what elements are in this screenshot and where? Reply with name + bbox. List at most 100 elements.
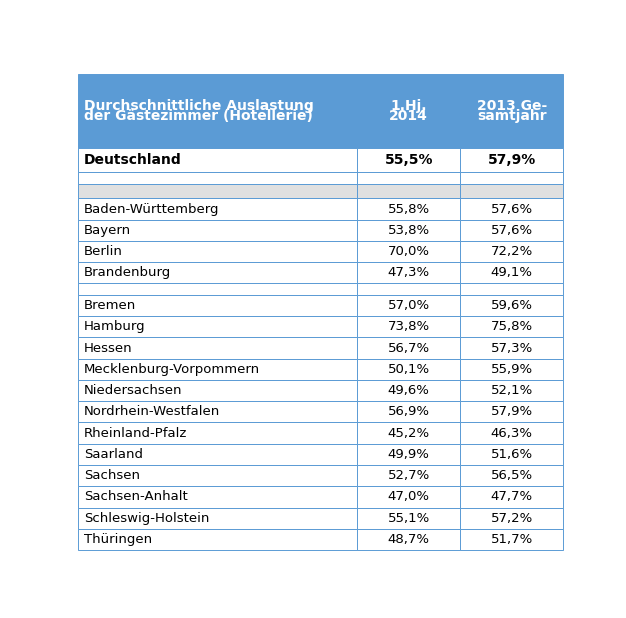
Text: 57,9%: 57,9%: [491, 405, 533, 418]
Text: 57,6%: 57,6%: [491, 203, 533, 216]
Bar: [357, 358, 460, 380]
Bar: [460, 486, 563, 507]
Bar: [357, 401, 460, 423]
Text: Hessen: Hessen: [84, 342, 132, 355]
Text: Hamburg: Hamburg: [84, 320, 145, 333]
Bar: [460, 465, 563, 486]
Bar: [357, 507, 460, 529]
Text: Brandenburg: Brandenburg: [84, 266, 171, 279]
Text: Saarland: Saarland: [84, 448, 143, 461]
Bar: [460, 358, 563, 380]
Bar: [78, 74, 357, 148]
Bar: [78, 295, 357, 316]
Bar: [78, 465, 357, 486]
Text: 45,2%: 45,2%: [387, 426, 430, 439]
Bar: [357, 529, 460, 550]
Bar: [78, 284, 357, 295]
Bar: [78, 401, 357, 423]
Bar: [460, 74, 563, 148]
Text: Thüringen: Thüringen: [84, 533, 151, 546]
Text: 49,9%: 49,9%: [388, 448, 429, 461]
Text: 56,9%: 56,9%: [387, 405, 430, 418]
Bar: [460, 507, 563, 529]
Text: 49,1%: 49,1%: [491, 266, 533, 279]
Text: 56,7%: 56,7%: [387, 342, 430, 355]
Bar: [357, 184, 460, 198]
Text: 46,3%: 46,3%: [491, 426, 533, 439]
Text: der Gästezimmer (Hotellerie): der Gästezimmer (Hotellerie): [84, 109, 313, 123]
Text: Baden-Württemberg: Baden-Württemberg: [84, 203, 219, 216]
Bar: [357, 219, 460, 241]
Bar: [78, 316, 357, 337]
Text: 73,8%: 73,8%: [387, 320, 430, 333]
Text: Mecklenburg-Vorpommern: Mecklenburg-Vorpommern: [84, 363, 260, 376]
Bar: [78, 172, 357, 184]
Bar: [460, 316, 563, 337]
Bar: [357, 380, 460, 401]
Bar: [78, 423, 357, 444]
Bar: [78, 262, 357, 284]
Text: 59,6%: 59,6%: [491, 299, 533, 312]
Bar: [357, 198, 460, 219]
Bar: [460, 444, 563, 465]
Bar: [357, 262, 460, 284]
Text: 2014: 2014: [389, 109, 428, 123]
Bar: [357, 241, 460, 262]
Text: 52,7%: 52,7%: [387, 469, 430, 482]
Bar: [460, 380, 563, 401]
Bar: [460, 219, 563, 241]
Bar: [460, 262, 563, 284]
Bar: [78, 219, 357, 241]
Text: 57,0%: 57,0%: [387, 299, 430, 312]
Bar: [460, 172, 563, 184]
Bar: [460, 241, 563, 262]
Bar: [460, 337, 563, 358]
Bar: [460, 529, 563, 550]
Text: 70,0%: 70,0%: [387, 245, 430, 258]
Text: Berlin: Berlin: [84, 245, 123, 258]
Text: 72,2%: 72,2%: [491, 245, 533, 258]
Text: 55,5%: 55,5%: [384, 153, 433, 167]
Text: 49,6%: 49,6%: [388, 384, 429, 397]
Bar: [460, 295, 563, 316]
Text: 48,7%: 48,7%: [387, 533, 430, 546]
Text: 51,7%: 51,7%: [491, 533, 533, 546]
Text: Schleswig-Holstein: Schleswig-Holstein: [84, 512, 209, 525]
Text: Niedersachsen: Niedersachsen: [84, 384, 182, 397]
Text: samtjahr: samtjahr: [477, 109, 546, 123]
Text: 75,8%: 75,8%: [491, 320, 533, 333]
Bar: [78, 198, 357, 219]
Bar: [357, 295, 460, 316]
Text: 52,1%: 52,1%: [491, 384, 533, 397]
Text: 55,9%: 55,9%: [491, 363, 533, 376]
Bar: [460, 184, 563, 198]
Bar: [357, 74, 460, 148]
Bar: [357, 316, 460, 337]
Bar: [357, 486, 460, 507]
Bar: [460, 423, 563, 444]
Text: 56,5%: 56,5%: [491, 469, 533, 482]
Bar: [78, 148, 357, 172]
Bar: [357, 444, 460, 465]
Text: 1.Hj.: 1.Hj.: [391, 99, 427, 113]
Bar: [460, 284, 563, 295]
Text: 51,6%: 51,6%: [491, 448, 533, 461]
Bar: [460, 148, 563, 172]
Text: 55,8%: 55,8%: [387, 203, 430, 216]
Text: 57,3%: 57,3%: [491, 342, 533, 355]
Bar: [357, 423, 460, 444]
Text: 57,6%: 57,6%: [491, 224, 533, 237]
Bar: [357, 148, 460, 172]
Bar: [357, 172, 460, 184]
Bar: [78, 507, 357, 529]
Bar: [78, 241, 357, 262]
Bar: [78, 337, 357, 358]
Bar: [357, 284, 460, 295]
Bar: [78, 486, 357, 507]
Text: 47,7%: 47,7%: [491, 490, 533, 504]
Text: 57,2%: 57,2%: [491, 512, 533, 525]
Text: Rheinland-Pfalz: Rheinland-Pfalz: [84, 426, 187, 439]
Bar: [357, 465, 460, 486]
Text: Deutschland: Deutschland: [84, 153, 182, 167]
Bar: [78, 380, 357, 401]
